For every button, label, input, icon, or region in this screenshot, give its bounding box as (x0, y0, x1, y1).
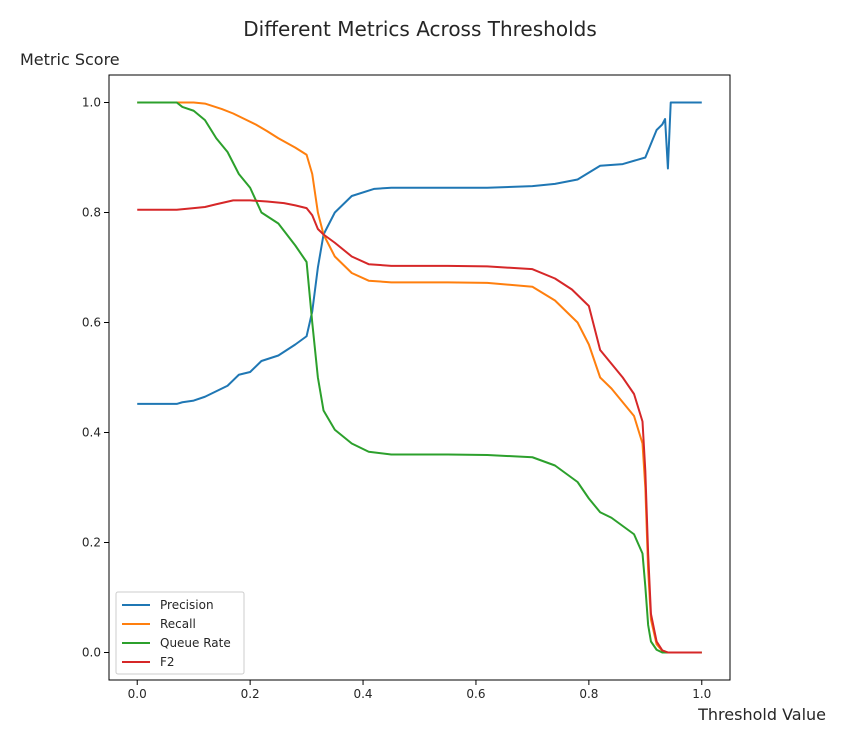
y-tick-label: 0.2 (82, 536, 101, 550)
x-tick-label: 0.8 (579, 687, 598, 701)
y-tick-label: 1.0 (82, 96, 101, 110)
chart-title: Different Metrics Across Thresholds (243, 17, 597, 41)
axes-frame (108, 74, 731, 681)
legend-label-f2: F2 (160, 655, 175, 669)
y-tick-label: 0.4 (82, 426, 101, 440)
series-line-recall (137, 101, 702, 654)
x-tick-label: 0.6 (466, 687, 485, 701)
legend-label-recall: Recall (160, 617, 196, 631)
legend-label-precision: Precision (160, 598, 214, 612)
series-line-precision (137, 101, 702, 405)
legend-label-queue-rate: Queue Rate (160, 636, 231, 650)
y-tick-label: 0.0 (82, 646, 101, 660)
y-tick-label: 0.6 (82, 316, 101, 330)
legend-box (115, 591, 245, 675)
x-tick-label: 0.0 (128, 687, 147, 701)
x-tick-label: 1.0 (692, 687, 711, 701)
plot-area: 0.0 0.2 0.4 0.6 0.8 1.0 0.0 0.2 0.4 0.6 0.8 1.0 Prec… (82, 74, 731, 701)
x-axis-label: Threshold Value (697, 705, 826, 724)
series-line-f2 (137, 199, 702, 654)
series-line-queue-rate (137, 101, 702, 654)
x-tick-label: 0.4 (353, 687, 372, 701)
y-axis-label: Metric Score (20, 50, 120, 69)
x-tick-label: 0.2 (241, 687, 260, 701)
y-tick-label: 0.8 (82, 206, 101, 220)
